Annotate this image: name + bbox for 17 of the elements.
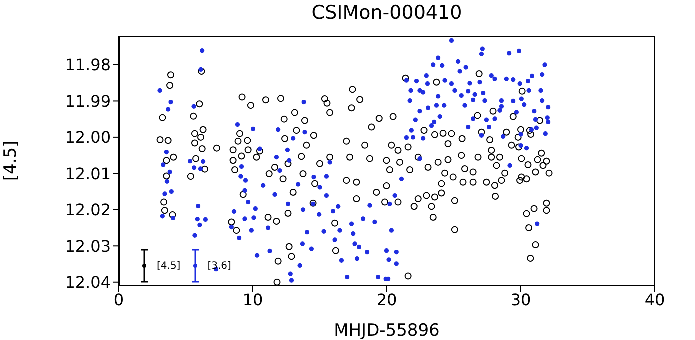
x-axis-title: MHJD-55896	[334, 321, 440, 340]
x-tick-label: 20	[376, 290, 398, 310]
y-tick-label: 11.98	[65, 56, 111, 75]
x-tick-label: 40	[644, 290, 666, 310]
x-tick-label: 30	[510, 290, 532, 310]
y-tick-label: 12.03	[65, 236, 111, 256]
legend-label: [4.5]	[157, 260, 181, 272]
y-tick-label: 12.00	[65, 128, 111, 148]
y-tick-label: 12.02	[65, 200, 111, 220]
y-tick-label: 12.04	[65, 273, 111, 292]
x-tick-label: 0	[114, 290, 124, 310]
chart-title: CSIMon-000410	[310, 2, 464, 24]
y-tick-label: 11.99	[65, 92, 111, 111]
legend-label: [3.6]	[208, 260, 232, 272]
y-tick-label: 12.01	[65, 164, 111, 184]
x-tick-label: 10	[242, 290, 264, 310]
y-axis-title: [4.5]	[1, 140, 22, 182]
